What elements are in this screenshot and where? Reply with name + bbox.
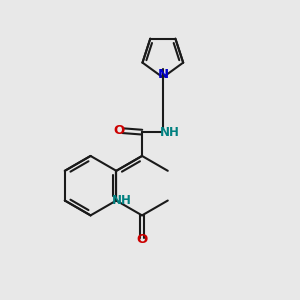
Text: NH: NH bbox=[112, 194, 132, 207]
Text: O: O bbox=[136, 233, 148, 246]
Text: N: N bbox=[157, 68, 168, 81]
Text: O: O bbox=[113, 124, 125, 137]
Text: NH: NH bbox=[160, 126, 180, 139]
